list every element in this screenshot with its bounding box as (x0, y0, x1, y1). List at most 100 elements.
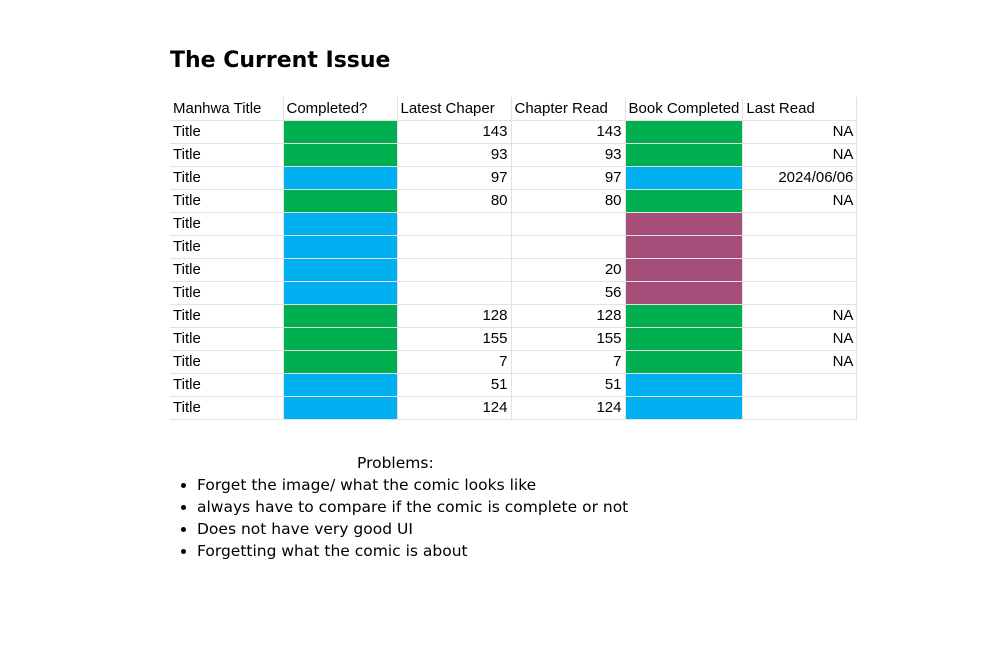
cell-book-completed-status (625, 258, 744, 282)
cell-manhwa-title: Title (170, 166, 284, 190)
table-row: Title (170, 235, 858, 259)
cell-completed-status (283, 166, 398, 190)
table-row: Title 124 124 (170, 396, 858, 420)
cell-latest-chapter (397, 281, 512, 305)
cell-book-completed-status (625, 396, 744, 420)
cell-completed-status (283, 373, 398, 397)
cell-book-completed-status (625, 350, 744, 374)
cell-manhwa-title: Title (170, 235, 284, 259)
cell-latest-chapter: 128 (397, 304, 512, 328)
cell-completed-status (283, 304, 398, 328)
cell-chapter-read: 155 (511, 327, 626, 351)
cell-last-read: NA (742, 143, 858, 167)
cell-latest-chapter: 155 (397, 327, 512, 351)
cell-completed-status (283, 258, 398, 282)
cell-chapter-read: 56 (511, 281, 626, 305)
manhwa-table: Manhwa Title Completed? Latest Chaper Ch… (170, 97, 858, 420)
header-row: Manhwa Title Completed? Latest Chaper Ch… (170, 97, 858, 121)
table-row: Title (170, 212, 858, 236)
cell-book-completed-status (625, 327, 744, 351)
cell-last-read: NA (742, 327, 858, 351)
problems-list: Forget the image/ what the comic looks l… (170, 474, 628, 562)
cell-manhwa-title: Title (170, 304, 284, 328)
problem-item: Does not have very good UI (197, 518, 628, 540)
cell-last-read (742, 281, 858, 305)
table-row: Title 143 143 NA (170, 120, 858, 144)
cell-latest-chapter: 93 (397, 143, 512, 167)
table-row: Title 97 97 2024/06/06 (170, 166, 858, 190)
cell-latest-chapter (397, 212, 512, 236)
cell-manhwa-title: Title (170, 373, 284, 397)
cell-latest-chapter: 97 (397, 166, 512, 190)
cell-latest-chapter (397, 258, 512, 282)
cell-chapter-read: 143 (511, 120, 626, 144)
cell-manhwa-title: Title (170, 120, 284, 144)
cell-last-read: 2024/06/06 (742, 166, 858, 190)
cell-manhwa-title: Title (170, 281, 284, 305)
cell-completed-status (283, 212, 398, 236)
table-row: Title 80 80 NA (170, 189, 858, 213)
cell-manhwa-title: Title (170, 396, 284, 420)
cell-chapter-read: 97 (511, 166, 626, 190)
cell-last-read: NA (742, 120, 858, 144)
cell-chapter-read: 93 (511, 143, 626, 167)
cell-manhwa-title: Title (170, 212, 284, 236)
table-row: Title 51 51 (170, 373, 858, 397)
table-row: Title 128 128 NA (170, 304, 858, 328)
cell-completed-status (283, 189, 398, 213)
cell-last-read: NA (742, 350, 858, 374)
cell-manhwa-title: Title (170, 189, 284, 213)
cell-chapter-read: 128 (511, 304, 626, 328)
table-row: Title 20 (170, 258, 858, 282)
column-header-latest-chapter: Latest Chaper (397, 97, 512, 121)
cell-chapter-read: 20 (511, 258, 626, 282)
cell-last-read (742, 258, 858, 282)
cell-book-completed-status (625, 212, 744, 236)
cell-last-read: NA (742, 304, 858, 328)
cell-last-read: NA (742, 189, 858, 213)
cell-book-completed-status (625, 235, 744, 259)
cell-chapter-read (511, 235, 626, 259)
cell-chapter-read: 51 (511, 373, 626, 397)
cell-manhwa-title: Title (170, 327, 284, 351)
column-header-manhwa-title: Manhwa Title (170, 97, 284, 121)
problems-section: Problems: Forget the image/ what the com… (170, 452, 628, 562)
table-row: Title 155 155 NA (170, 327, 858, 351)
problem-item: Forgetting what the comic is about (197, 540, 628, 562)
cell-last-read (742, 212, 858, 236)
table-row: Title 56 (170, 281, 858, 305)
cell-latest-chapter: 80 (397, 189, 512, 213)
cell-manhwa-title: Title (170, 350, 284, 374)
cell-completed-status (283, 396, 398, 420)
cell-completed-status (283, 350, 398, 374)
column-header-chapter-read: Chapter Read (511, 97, 626, 121)
problem-item: always have to compare if the comic is c… (197, 496, 628, 518)
cell-chapter-read: 124 (511, 396, 626, 420)
cell-latest-chapter (397, 235, 512, 259)
cell-book-completed-status (625, 120, 744, 144)
cell-book-completed-status (625, 281, 744, 305)
column-header-completed: Completed? (283, 97, 398, 121)
problems-title: Problems: (357, 454, 434, 472)
cell-book-completed-status (625, 166, 744, 190)
cell-manhwa-title: Title (170, 143, 284, 167)
cell-completed-status (283, 120, 398, 144)
cell-book-completed-status (625, 304, 744, 328)
problem-item: Forget the image/ what the comic looks l… (197, 474, 628, 496)
cell-last-read (742, 396, 858, 420)
column-header-book-completed: Book Completed (625, 97, 744, 121)
cell-completed-status (283, 327, 398, 351)
cell-completed-status (283, 143, 398, 167)
cell-latest-chapter: 7 (397, 350, 512, 374)
cell-last-read (742, 235, 858, 259)
cell-latest-chapter: 51 (397, 373, 512, 397)
cell-latest-chapter: 143 (397, 120, 512, 144)
page-title: The Current Issue (170, 48, 391, 73)
cell-book-completed-status (625, 373, 744, 397)
cell-completed-status (283, 235, 398, 259)
cell-chapter-read: 7 (511, 350, 626, 374)
cell-book-completed-status (625, 143, 744, 167)
cell-completed-status (283, 281, 398, 305)
table-row: Title 7 7 NA (170, 350, 858, 374)
cell-book-completed-status (625, 189, 744, 213)
